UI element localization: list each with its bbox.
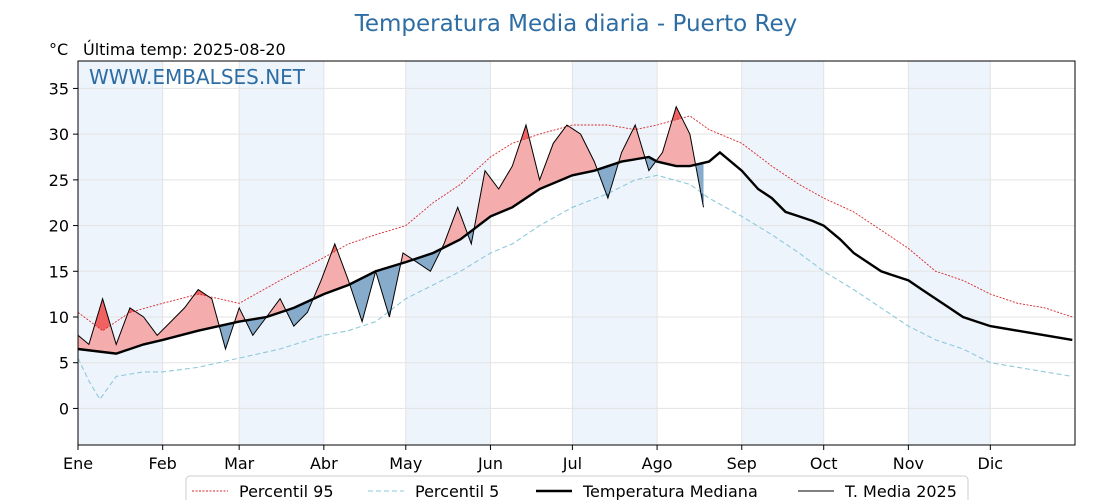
x-tick-label-may: May [389,454,422,473]
x-tick-label-mar: Mar [224,454,255,473]
month-band-ene [78,61,163,445]
y-tick-label: 35 [49,79,69,98]
month-band-nov [908,61,991,445]
below-median-fill [349,271,376,322]
month-band-sep [741,61,824,445]
legend-label-t-media-2025: T. Media 2025 [844,482,957,500]
y-tick-label: 0 [59,399,69,418]
above-median-fill [475,125,599,228]
below-median-fill [413,248,443,272]
below-median-fill [598,162,619,199]
above-median-fill [657,106,697,167]
month-bands [78,61,991,445]
chart-title: Temperatura Media diaria - Puerto Rey [354,11,798,37]
x-tick-label-oct: Oct [810,454,838,473]
series-line-t-media-2025 [77,105,704,351]
x-tick-label-jul: Jul [562,454,582,473]
series-line-percentil-5 [77,174,1073,401]
series-line-temperatura-mediana [77,150,1073,355]
last-temp-label: Última temp: 2025-08-20 [83,40,286,59]
above-p95-fill [521,125,529,141]
x-axis-ticks: Ene Feb Mar Abr May Jun Jul Ago Sep Oct Nov Dic [63,445,1003,473]
below-median-fill [286,298,315,327]
series-line-percentil-95 [77,115,1073,332]
legend-label-temperatura-mediana: Temperatura Mediana [582,482,758,500]
above-median-fill [618,125,647,163]
y-axis-ticks: 0 5 10 15 20 25 30 35 [49,79,78,418]
y-tick-label: 20 [49,217,69,236]
watermark: WWW.EMBALSES.NET [89,65,306,89]
x-tick-label-dic: Dic [978,454,1004,473]
above-p95-fill [95,298,110,331]
below-median-fill [377,263,402,317]
y-tick-label: 5 [59,354,69,373]
above-median-fill [78,289,221,354]
y-tick-label: 25 [49,171,69,190]
series-lines [77,105,1073,401]
above-median-fill [314,243,350,299]
y-unit-label: °C [49,40,68,59]
x-tick-label-sep: Sep [727,454,757,473]
month-band-jul [572,61,658,445]
legend-box [185,475,969,500]
below-median-fill [245,317,267,336]
above-p95-fill [672,106,682,121]
x-tick-label-ago: Ago [642,454,673,473]
above-median-fill [235,307,246,323]
month-band-mar [239,61,324,445]
x-tick-label-feb: Feb [149,454,177,473]
x-tick-label-abr: Abr [310,454,338,473]
y-tick-label: 30 [49,125,69,144]
x-tick-label-ene: Ene [63,454,93,473]
above-median-fill [401,253,414,264]
x-tick-label-jun: Jun [477,454,503,473]
y-tick-label: 15 [49,262,69,281]
legend-label-percentil-5: Percentil 5 [415,482,499,500]
plot-frame [77,60,1076,446]
legend: Percentil 95 Percentil 5 Temperatura Media… [185,475,969,500]
month-band-may [405,61,491,445]
x-tick-label-nov: Nov [893,454,924,473]
legend-label-percentil-95: Percentil 95 [239,482,334,500]
y-tick-label: 10 [49,308,69,327]
deviation-fills [78,106,704,354]
